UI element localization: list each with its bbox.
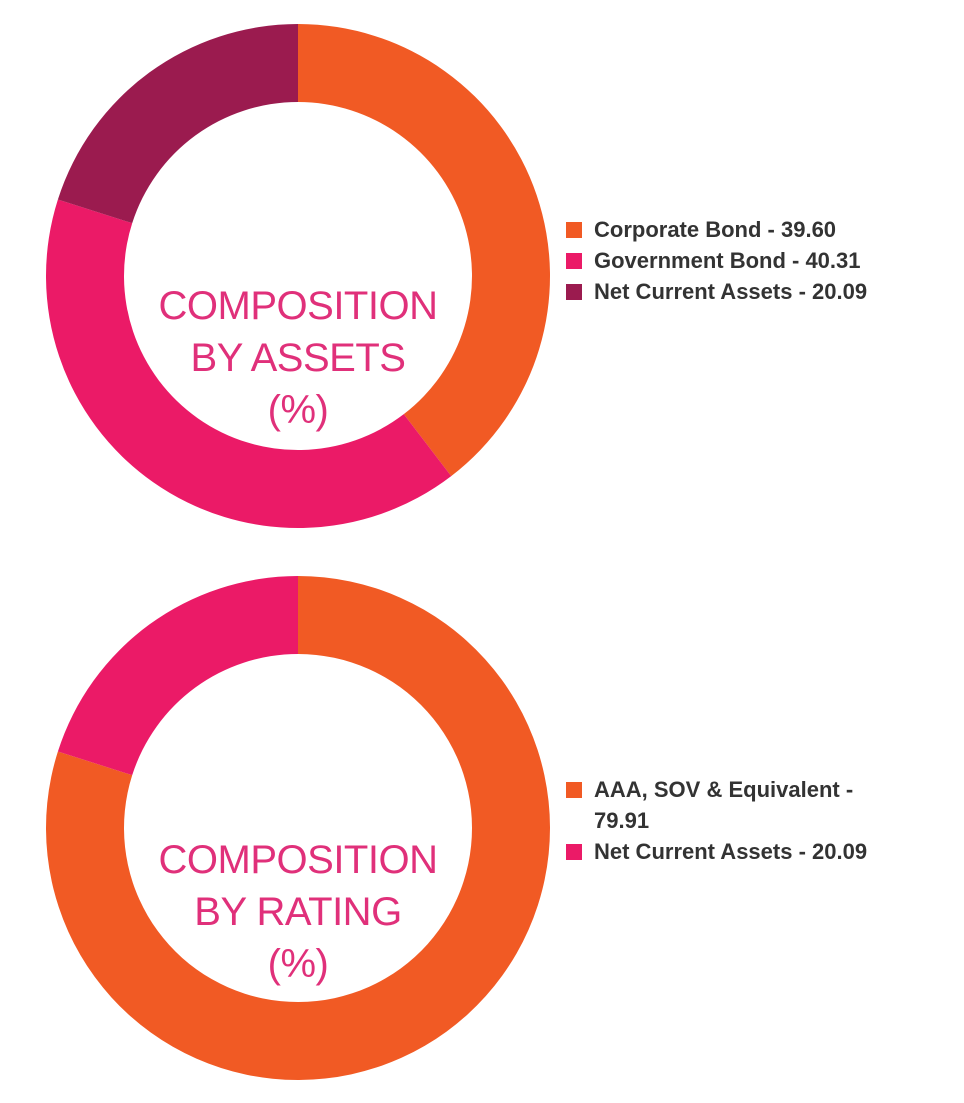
legend-item-aaa-sov-equivalent: AAA, SOV & Equivalent - 79.91 — [566, 774, 896, 836]
rating-center-line-3: (%) — [267, 942, 329, 986]
donut-slice-corporate-bond — [298, 24, 551, 477]
donut-slice-net-current-assets — [57, 24, 299, 224]
donut-slice-government-bond — [45, 199, 452, 529]
rating-center-label: COMPOSITION BY RATING (%) — [159, 834, 438, 990]
legend-swatch — [566, 782, 582, 798]
legend-swatch — [566, 844, 582, 860]
legend-swatch — [566, 222, 582, 238]
legend-item-corporate-bond: Corporate Bond - 39.60 — [566, 214, 956, 245]
legend-item-net-current-assets: Net Current Assets - 20.09 — [566, 836, 896, 867]
rating-center-line-2: BY RATING — [194, 890, 402, 934]
rating-legend: AAA, SOV & Equivalent - 79.91 Net Curren… — [566, 774, 896, 867]
rating-donut — [45, 576, 550, 1080]
legend-swatch — [566, 284, 582, 300]
legend-label: Net Current Assets - 20.09 — [594, 839, 868, 864]
assets-donut — [45, 24, 551, 529]
legend-item-net-current-assets: Net Current Assets - 20.09 — [566, 276, 956, 307]
legend-label: Government Bond - 40.31 — [594, 248, 861, 273]
donut-slice-net-current-assets — [57, 576, 299, 776]
composition-by-assets-chart: COMPOSITION BY ASSETS (%) Corporate Bond… — [0, 0, 964, 551]
legend-swatch — [566, 253, 582, 269]
legend-item-government-bond: Government Bond - 40.31 — [566, 245, 956, 276]
assets-center-line-3: (%) — [267, 388, 329, 432]
assets-center-line-1: COMPOSITION — [158, 284, 438, 328]
legend-label: AAA, SOV & Equivalent - 79.91 — [594, 777, 854, 833]
rating-center-line-1: COMPOSITION — [158, 838, 438, 882]
donut-slice-aaa-sov-equivalent — [45, 576, 550, 1080]
composition-by-rating-chart: COMPOSITION BY RATING (%) AAA, SOV & Equ… — [0, 552, 964, 1103]
legend-label: Net Current Assets - 20.09 — [594, 279, 868, 304]
legend-label: Corporate Bond - 39.60 — [594, 217, 837, 242]
assets-center-line-2: BY ASSETS — [190, 336, 406, 380]
assets-center-label: COMPOSITION BY ASSETS (%) — [159, 280, 438, 436]
assets-legend: Corporate Bond - 39.60 Government Bond -… — [566, 214, 956, 307]
